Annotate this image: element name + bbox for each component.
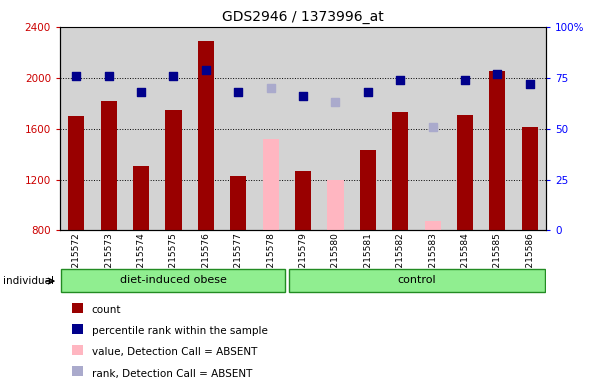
Text: GSM215575: GSM215575: [169, 232, 178, 287]
Text: GSM215572: GSM215572: [72, 232, 80, 287]
FancyBboxPatch shape: [289, 269, 545, 293]
Point: [298, 93, 308, 99]
Bar: [392, 112, 408, 230]
Point: [395, 77, 405, 83]
Bar: [101, 101, 116, 230]
Point: [460, 77, 470, 83]
Text: GSM215577: GSM215577: [234, 232, 242, 287]
Bar: [166, 109, 182, 230]
Text: GSM215574: GSM215574: [137, 232, 146, 287]
Point: [525, 81, 535, 87]
Text: count: count: [92, 305, 121, 315]
Text: GSM215582: GSM215582: [396, 232, 404, 287]
FancyBboxPatch shape: [61, 269, 285, 293]
Bar: [457, 115, 473, 230]
Text: GSM215584: GSM215584: [461, 232, 469, 287]
Text: individual: individual: [3, 276, 54, 286]
Text: GSM215573: GSM215573: [104, 232, 113, 287]
Text: value, Detection Call = ABSENT: value, Detection Call = ABSENT: [92, 348, 257, 358]
Bar: [133, 166, 149, 230]
Text: percentile rank within the sample: percentile rank within the sample: [92, 326, 268, 336]
Point: [266, 85, 275, 91]
Bar: [360, 150, 376, 230]
Point: [233, 89, 243, 95]
Text: GSM215579: GSM215579: [299, 232, 308, 287]
Bar: [425, 222, 440, 230]
Text: GSM215583: GSM215583: [428, 232, 437, 287]
Bar: [68, 116, 85, 230]
Title: GDS2946 / 1373996_at: GDS2946 / 1373996_at: [222, 10, 384, 25]
Point: [201, 66, 211, 73]
Bar: [328, 180, 343, 230]
Text: rank, Detection Call = ABSENT: rank, Detection Call = ABSENT: [92, 369, 252, 379]
Text: GSM215578: GSM215578: [266, 232, 275, 287]
Point: [71, 73, 81, 79]
Text: GSM215580: GSM215580: [331, 232, 340, 287]
Point: [428, 124, 437, 130]
Text: control: control: [397, 275, 436, 285]
Point: [493, 71, 502, 77]
Point: [331, 99, 340, 105]
Bar: [198, 41, 214, 230]
Text: GSM215576: GSM215576: [202, 232, 211, 287]
Point: [363, 89, 373, 95]
Point: [136, 89, 146, 95]
Bar: [263, 139, 278, 230]
Text: GSM215585: GSM215585: [493, 232, 502, 287]
Text: GSM215581: GSM215581: [363, 232, 372, 287]
Point: [169, 73, 178, 79]
Text: GSM215586: GSM215586: [526, 232, 534, 287]
Bar: [295, 170, 311, 230]
Point: [104, 73, 113, 79]
Bar: [522, 127, 538, 230]
Text: diet-induced obese: diet-induced obese: [120, 275, 227, 285]
Bar: [230, 176, 247, 230]
Bar: [490, 71, 505, 230]
